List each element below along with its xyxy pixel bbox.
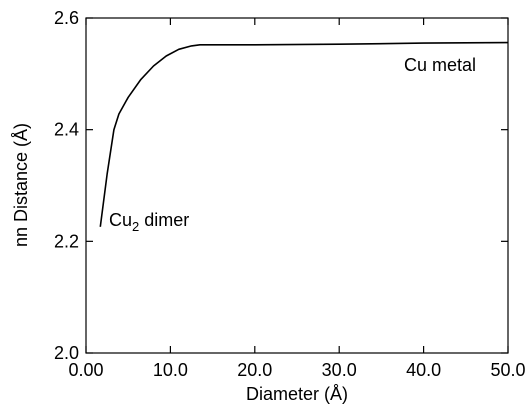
annotation-cu2-dimer: Cu2 dimer	[109, 210, 189, 234]
y-tick-label: 2.6	[54, 8, 79, 28]
annotation-cu-metal: Cu metal	[404, 55, 476, 75]
x-axis-label: Diameter (Å)	[246, 384, 348, 404]
annotation-cu2-prefix: Cu	[109, 210, 132, 230]
x-tick-label: 40.0	[406, 360, 441, 380]
y-tick-label: 2.0	[54, 343, 79, 363]
y-tick-label: 2.4	[54, 120, 79, 140]
annotation-cu2-subscript: 2	[132, 219, 139, 234]
y-tick-label: 2.2	[54, 231, 79, 251]
x-tick-label: 0.00	[68, 360, 103, 380]
x-tick-label: 20.0	[237, 360, 272, 380]
x-tick-label: 10.0	[153, 360, 188, 380]
annotation-cu2-suffix: dimer	[139, 210, 189, 230]
y-axis-label: nn Distance (Å)	[11, 123, 31, 247]
x-tick-label: 30.0	[322, 360, 357, 380]
x-tick-label: 50.0	[490, 360, 525, 380]
